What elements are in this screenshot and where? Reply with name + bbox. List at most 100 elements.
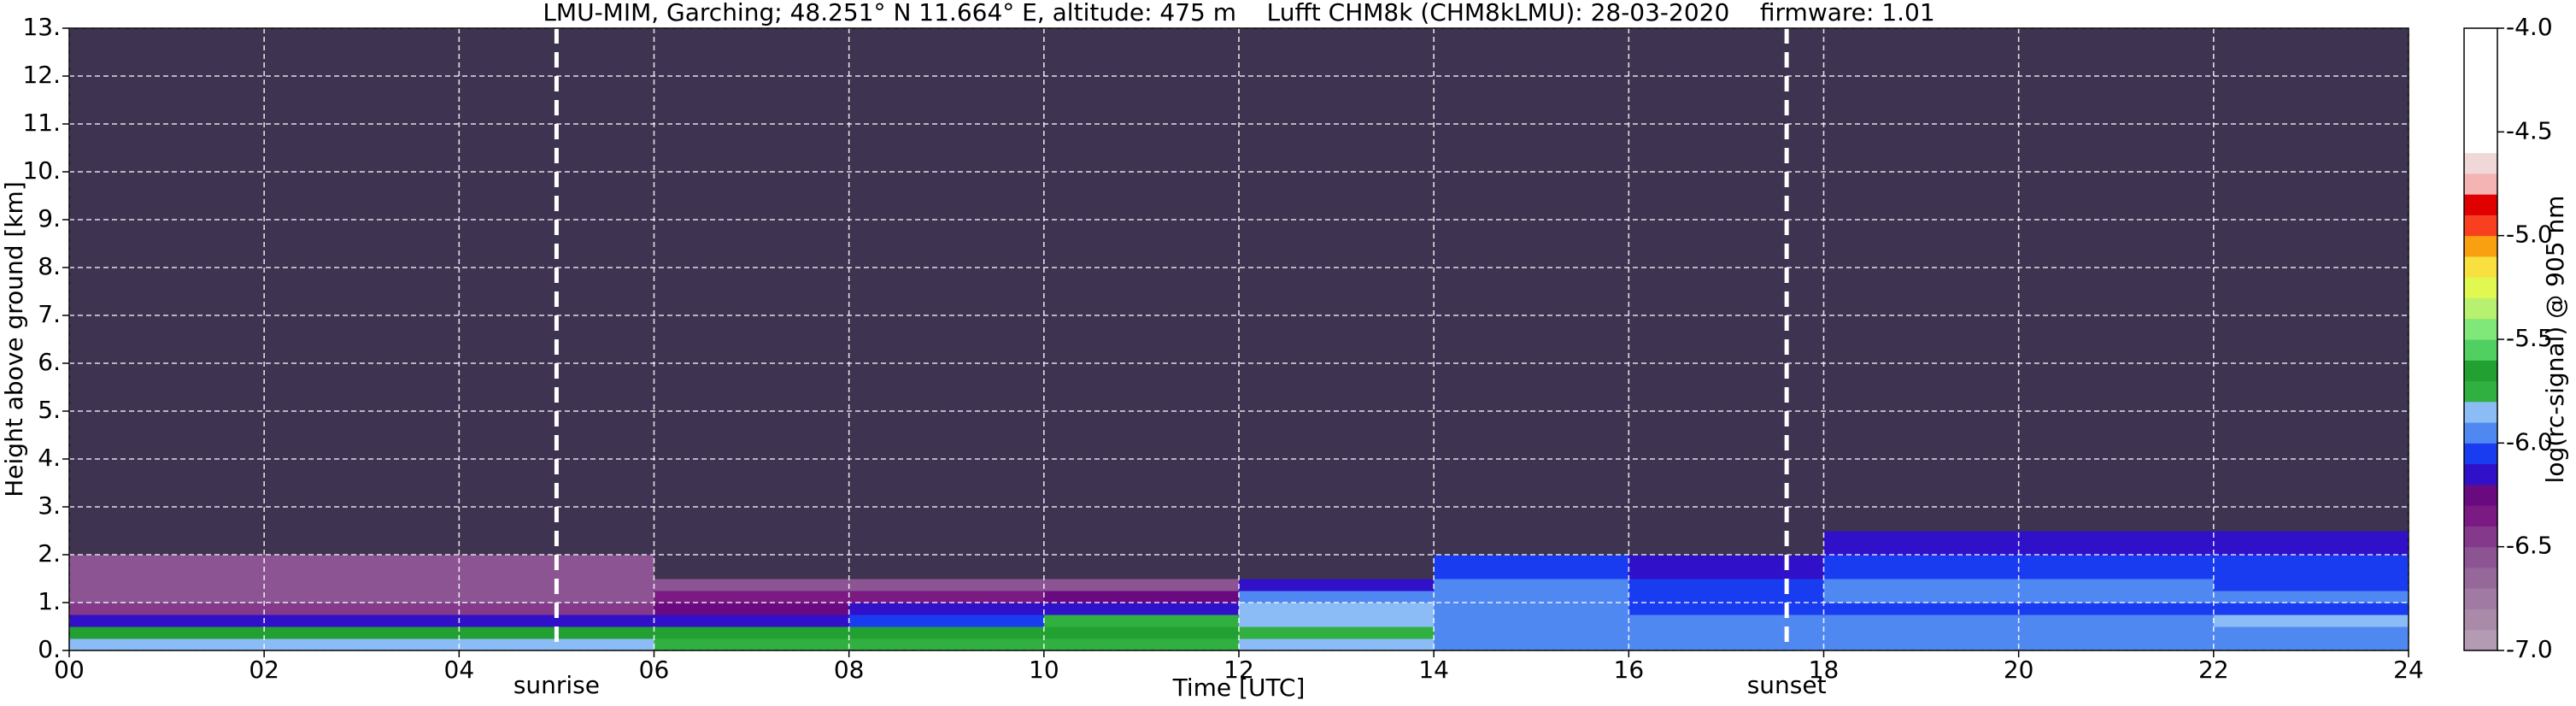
heatmap-cell bbox=[1239, 615, 1435, 627]
heatmap-cell bbox=[1043, 603, 1240, 615]
y-axis-label: Height above ground [km] bbox=[0, 181, 28, 497]
colorbar-segment bbox=[2464, 173, 2497, 195]
x-tick-label: 06 bbox=[639, 656, 670, 684]
heatmap-cell bbox=[459, 615, 654, 627]
colorbar-segment bbox=[2464, 609, 2497, 631]
heatmap-cell bbox=[1823, 555, 2020, 580]
heatmap-cell bbox=[69, 603, 265, 615]
colorbar-segment bbox=[2464, 111, 2497, 132]
x-tick-label: 10 bbox=[1029, 656, 1059, 684]
heatmap-cell bbox=[2018, 615, 2215, 627]
colorbar-segment bbox=[2464, 235, 2497, 257]
heatmap-cell bbox=[2213, 531, 2409, 556]
y-tick-label: 9. bbox=[38, 204, 61, 232]
heatmap-cell bbox=[848, 627, 1045, 639]
colorbar-segment bbox=[2464, 318, 2497, 340]
colorbar-segment bbox=[2464, 297, 2497, 320]
y-tick-label: 10. bbox=[22, 156, 61, 185]
heatmap-cell bbox=[69, 579, 265, 591]
heatmap-cell bbox=[1239, 507, 1435, 532]
heatmap-cell bbox=[848, 220, 1045, 364]
heatmap-cell bbox=[1823, 507, 2020, 532]
heatmap-cell bbox=[1628, 220, 1824, 364]
colorbar-segment bbox=[2464, 463, 2497, 485]
heatmap-cell bbox=[264, 591, 460, 603]
heatmap-cell bbox=[2213, 555, 2409, 580]
heatmap-cell bbox=[2018, 531, 2215, 556]
heatmap-cell bbox=[1434, 591, 1629, 603]
colorbar-segment bbox=[2464, 69, 2497, 91]
heatmap-cell bbox=[1239, 531, 1435, 556]
heatmap-cell bbox=[69, 459, 265, 508]
heatmap-cell bbox=[1434, 615, 1629, 627]
heatmap-cell bbox=[1628, 531, 1824, 556]
heatmap-cell bbox=[2213, 507, 2409, 532]
x-axis-label: Time [UTC] bbox=[1172, 674, 1306, 702]
heatmap-cell bbox=[848, 579, 1045, 591]
heatmap-cell bbox=[1434, 579, 1629, 591]
heatmap-cell bbox=[654, 363, 850, 460]
colorbar-segment bbox=[2464, 152, 2497, 174]
heatmap-cell bbox=[1823, 220, 2020, 364]
y-tick-label: 7. bbox=[38, 300, 61, 328]
heatmap-cell bbox=[1823, 579, 2020, 591]
y-tick-label: 6. bbox=[38, 348, 61, 376]
heatmap-cell bbox=[1434, 555, 1629, 580]
heatmap-cell bbox=[654, 531, 850, 556]
colorbar-tick-label: -7.0 bbox=[2506, 635, 2553, 663]
heatmap-cell bbox=[459, 591, 654, 603]
heatmap-cell bbox=[654, 627, 850, 639]
colorbar-segment bbox=[2464, 629, 2497, 651]
chart-title: LMU-MIM, Garching; 48.251° N 11.664° E, … bbox=[543, 0, 1934, 26]
heatmap-cell bbox=[1043, 531, 1240, 556]
y-tick-label: 11. bbox=[22, 109, 61, 137]
heatmap-cell bbox=[1043, 220, 1240, 364]
colorbar-segment bbox=[2464, 422, 2497, 444]
heatmap-cell bbox=[69, 591, 265, 603]
annotation-label: sunset bbox=[1747, 671, 1827, 699]
heatmap-cell bbox=[69, 531, 265, 556]
heatmap-cell bbox=[654, 615, 850, 627]
heatmap-cell bbox=[264, 627, 460, 639]
heatmap-cell bbox=[1823, 531, 2020, 556]
colorbar-segment bbox=[2464, 484, 2497, 506]
y-tick-label: 0. bbox=[38, 635, 61, 663]
heatmap-cell bbox=[1239, 459, 1435, 508]
y-tick-label: 1. bbox=[38, 587, 61, 615]
heatmap-cell bbox=[2213, 627, 2409, 639]
heatmap-cell bbox=[2018, 220, 2215, 364]
heatmap-cell bbox=[2018, 459, 2215, 508]
colorbar-segment bbox=[2464, 339, 2497, 361]
heatmap-cell bbox=[654, 459, 850, 508]
colorbar-segment bbox=[2464, 256, 2497, 278]
heatmap-cell bbox=[2213, 591, 2409, 603]
colorbar-tick-label: -5.5 bbox=[2506, 324, 2553, 352]
colorbar-segment bbox=[2464, 443, 2497, 465]
heatmap-cell bbox=[264, 579, 460, 591]
heatmap-cell bbox=[1434, 627, 1629, 639]
heatmap-cell bbox=[654, 28, 850, 221]
heatmap-cell bbox=[1823, 615, 2020, 627]
y-tick-label: 13. bbox=[22, 13, 61, 41]
colorbar-segment bbox=[2464, 360, 2497, 382]
colorbar-segment bbox=[2464, 132, 2497, 154]
colorbar-segment bbox=[2464, 505, 2497, 527]
heatmap-cell bbox=[2018, 627, 2215, 639]
heatmap-cell bbox=[2213, 459, 2409, 508]
x-tick-label: 04 bbox=[444, 656, 475, 684]
heatmap-cell bbox=[1434, 459, 1629, 508]
heatmap-cell bbox=[264, 615, 460, 627]
x-tick-label: 12 bbox=[1223, 656, 1254, 684]
x-tick-label: 02 bbox=[249, 656, 279, 684]
heatmap-cell bbox=[1043, 638, 1240, 651]
colorbar-segment bbox=[2464, 215, 2497, 237]
heatmap-cell bbox=[848, 555, 1045, 580]
heatmap-cell bbox=[1434, 531, 1629, 556]
heatmap-cell bbox=[1239, 591, 1435, 603]
colorbar-segment bbox=[2464, 277, 2497, 298]
heatmap-cell bbox=[1823, 363, 2020, 460]
x-tick-label: 18 bbox=[1809, 656, 1840, 684]
y-tick-label: 12. bbox=[22, 61, 61, 89]
heatmap-cell bbox=[848, 28, 1045, 221]
heatmap-cell bbox=[654, 603, 850, 615]
